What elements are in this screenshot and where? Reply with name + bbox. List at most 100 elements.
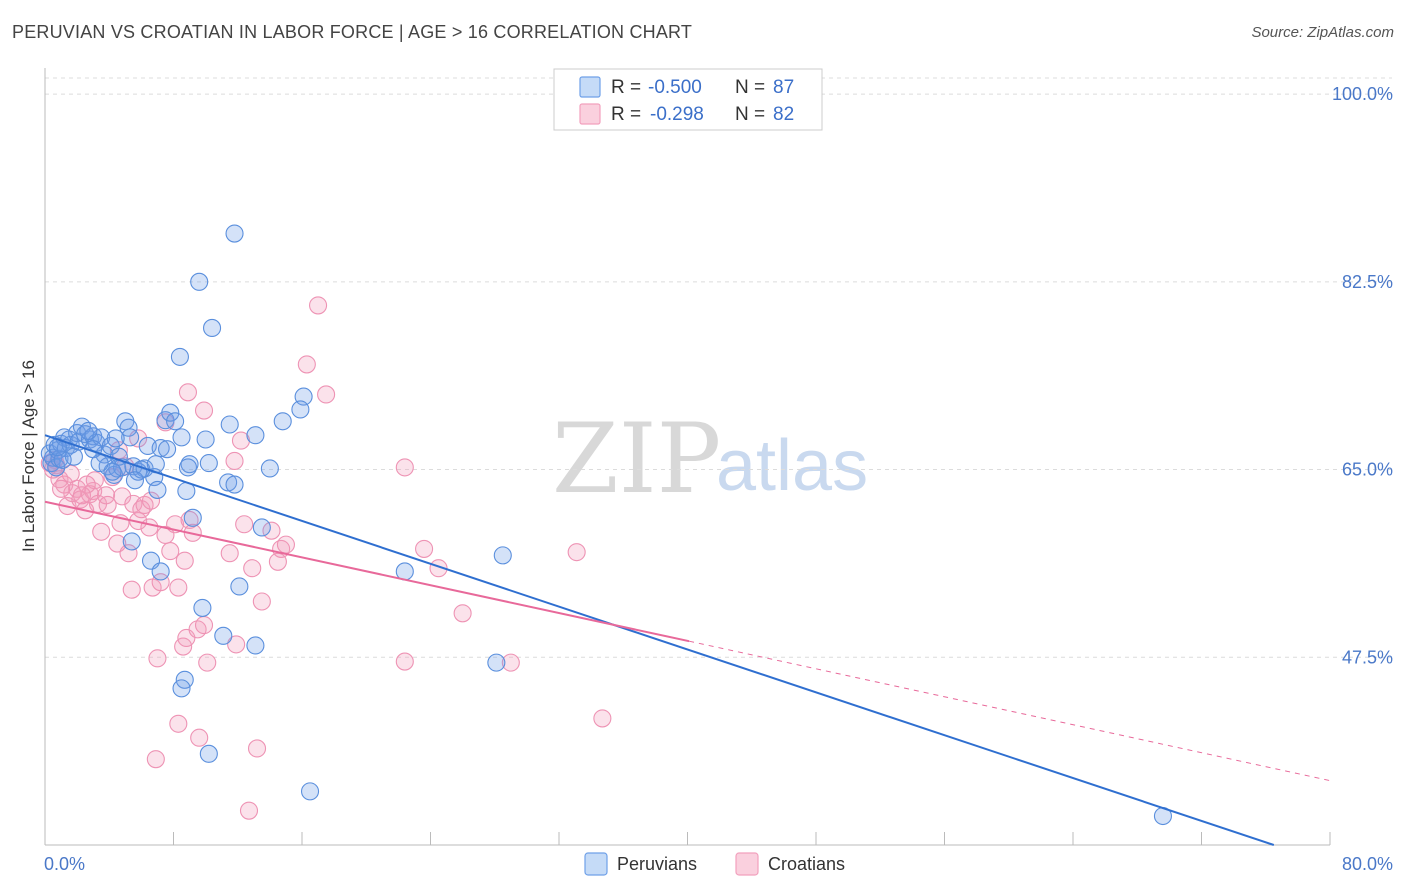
peruvian-point-48 [220,415,239,434]
peruvian-point-70 [493,546,512,565]
peruvian-point-46 [199,454,218,473]
peruvians-r-label: R = [611,77,641,98]
croatian-point-60 [501,653,520,672]
peruvian-point-82 [90,454,109,473]
croatian-point-51 [225,451,244,471]
croatian-point-66 [239,801,259,820]
croatian-point-65 [247,739,267,758]
peruvian-point-68 [300,782,320,801]
croatian-point-58 [453,604,472,623]
croatian-point-67 [146,750,165,769]
croatian-point-68 [109,441,128,460]
peruvians-swatch [579,76,601,98]
peruvian-point-44 [180,455,199,474]
croatian-point-47 [276,535,295,554]
peruvian-point-42 [172,428,191,447]
peruvian-point-80 [79,421,98,440]
peruvian-point-49 [225,475,244,494]
peruvian-point-77 [196,430,215,449]
croatian-point-43 [262,521,281,540]
peruvian-point-52 [225,224,244,243]
croatian-point-26 [148,649,167,668]
croatian-point-56 [415,539,434,558]
croatian-point-59 [395,652,414,671]
peruvian-point-61 [151,562,170,581]
peruvian-point-73 [122,532,141,551]
croatian-point-48 [178,383,198,402]
croatians-r-label: R = [611,104,641,125]
croatian-point-29 [161,542,180,561]
y-tick-label-0: 47.5% [1342,647,1393,667]
y-tick-label-3: 100.0% [1332,84,1393,104]
legend-croatians-swatch [735,852,759,876]
peruvian-point-37 [148,480,167,499]
y-tick-label-2: 82.5% [1342,272,1393,292]
watermark-atlas: atlas [716,426,868,506]
croatian-point-53 [297,355,316,374]
chart-title: PERUVIAN VS CROATIAN IN LABOR FORCE | AG… [12,22,693,42]
y-axis-title: In Labor Force | Age > 16 [19,360,38,552]
croatians-trend-line [44,500,690,643]
source-label: Source: ZipAtlas.com [1251,24,1394,41]
croatian-point-74 [141,491,161,510]
trend-lines [44,434,1331,846]
legend-croatians-label: Croatians [768,854,845,874]
peruvians-n-label: N = [735,77,765,98]
peruvian-point-66 [172,679,191,698]
peruvian-point-58 [273,412,292,431]
peruvian-point-57 [291,400,310,419]
croatian-point-36 [194,616,214,635]
x-tick-label-min: 0.0% [44,854,85,874]
peruvian-point-55 [170,347,189,366]
croatian-point-52 [309,296,328,315]
croatians-n-value: 82 [773,104,794,125]
peruvian-point-59 [260,459,279,478]
peruvians-r-value: -0.500 [648,77,702,98]
peruvian-point-50 [230,577,249,596]
x-tick-label-max: 80.0% [1342,854,1393,874]
peruvian-point-78 [158,440,177,459]
peruvians-n-value: 87 [773,77,794,98]
watermark-zip: ZIP [552,403,721,515]
peruvian-point-53 [190,272,209,291]
peruvian-point-63 [214,626,233,645]
croatian-point-41 [235,515,254,534]
peruvian-point-51 [246,426,265,445]
peruvian-point-41 [166,412,185,431]
croatian-point-27 [151,573,170,592]
peruvian-point-60 [252,518,271,537]
croatian-point-46 [252,592,271,611]
croatians-trend-extension [688,640,1331,782]
croatian-point-76 [122,580,141,599]
croatians-n-label: N = [735,104,765,125]
croatian-point-64 [190,728,209,747]
croatian-point-78 [98,495,117,514]
croatian-point-55 [395,458,414,477]
croatian-point-49 [194,401,214,420]
croatians-points [40,296,612,820]
croatian-point-61 [567,543,586,562]
peruvians-trend-line [44,434,1275,846]
croatian-point-80 [52,479,71,498]
croatian-point-13 [92,522,111,541]
peruvian-point-81 [125,471,144,490]
croatian-point-72 [77,475,96,494]
peruvian-point-84 [106,429,125,448]
croatian-point-71 [85,471,104,490]
croatian-point-42 [243,559,262,578]
series-legend: Peruvians Croatians [584,852,845,876]
peruvian-point-62 [193,598,212,617]
croatian-point-39 [220,544,239,563]
legend-peruvians-label: Peruvians [617,854,697,874]
peruvian-point-71 [487,653,506,672]
croatian-point-63 [169,714,188,733]
peruvian-point-30 [121,428,140,447]
peruvian-point-64 [246,636,265,655]
correlation-legend: R = -0.500 N = 87 R = -0.298 N = 82 [553,68,823,131]
peruvian-point-45 [183,508,202,527]
croatian-point-45 [268,552,287,571]
croatian-point-40 [227,635,246,654]
croatian-point-62 [593,709,612,728]
y-tick-labels: 47.5% 65.0% 82.5% 100.0% [1332,84,1393,667]
